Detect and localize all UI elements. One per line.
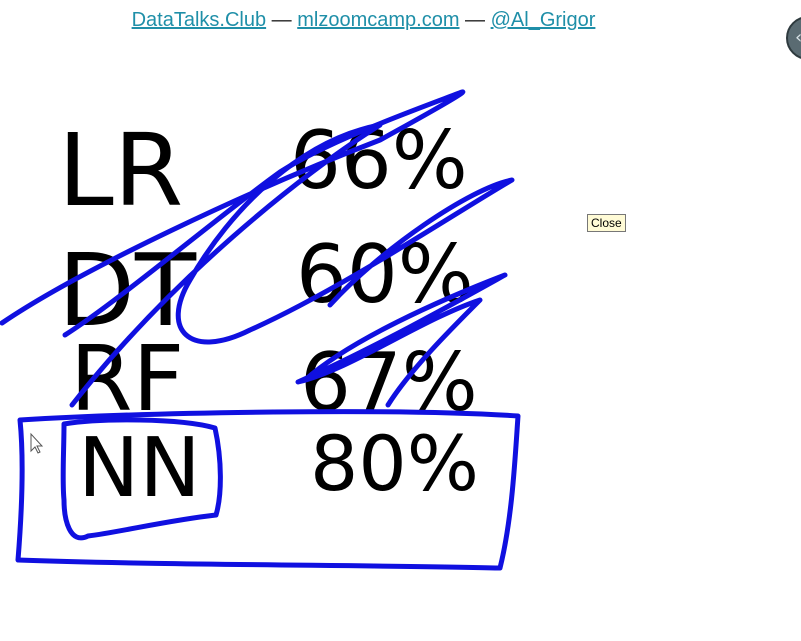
row-accuracy-nn: 80%: [310, 419, 479, 508]
separator: —: [266, 9, 298, 31]
row-model-lr: LR: [58, 112, 183, 229]
mouse-pointer-icon: [30, 432, 44, 454]
mlzoomcamp-link[interactable]: mlzoomcamp.com: [297, 9, 460, 31]
header-links: DataTalks.Club — mlzoomcamp.com — @Al_Gr…: [0, 9, 727, 32]
scribble-rf: [295, 272, 508, 408]
close-tooltip: Close: [587, 214, 626, 232]
nn-label-box: [60, 417, 223, 541]
row-accuracy-lr: 66%: [290, 114, 468, 207]
row-accuracy-dt: 60%: [296, 228, 474, 321]
scribble-dt: [69, 122, 515, 408]
twitter-link[interactable]: @Al_Grigor: [490, 9, 596, 31]
row-model-nn: NN: [78, 421, 201, 516]
scribble-lr: [0, 89, 466, 338]
chevron-left-icon: ‹: [795, 27, 801, 48]
nn-highlight-box: [15, 409, 521, 571]
datatalks-link[interactable]: DataTalks.Club: [131, 9, 267, 31]
separator: —: [459, 9, 491, 31]
